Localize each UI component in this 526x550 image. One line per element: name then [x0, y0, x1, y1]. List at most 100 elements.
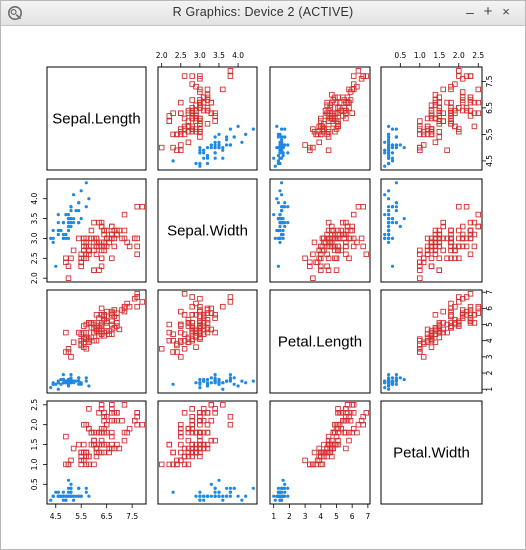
data-point — [181, 346, 188, 352]
data-point — [109, 235, 115, 242]
data-point — [335, 243, 341, 250]
data-point — [448, 121, 454, 127]
data-point — [205, 146, 210, 150]
data-point — [74, 379, 78, 383]
data-point — [236, 384, 240, 388]
x-tick-label: 0.5 — [394, 51, 406, 60]
data-point — [383, 140, 387, 144]
data-point — [189, 453, 195, 460]
data-point — [227, 421, 234, 428]
data-point — [217, 490, 221, 494]
data-point — [432, 139, 439, 146]
data-point — [217, 377, 221, 382]
data-point — [387, 232, 391, 237]
data-point — [204, 307, 211, 313]
minimize-button[interactable]: – — [466, 4, 474, 20]
data-point — [278, 494, 282, 498]
data-point — [432, 227, 439, 234]
data-point — [86, 247, 92, 254]
data-point — [456, 235, 462, 242]
data-point — [98, 255, 105, 262]
data-point — [283, 135, 287, 139]
data-point — [281, 236, 285, 240]
data-point — [77, 494, 81, 498]
panel-frame — [269, 178, 371, 283]
data-point — [459, 223, 466, 230]
data-point — [185, 139, 192, 146]
data-point — [64, 381, 68, 385]
data-point — [346, 86, 352, 93]
data-point — [394, 143, 398, 147]
data-point — [178, 147, 184, 154]
data-point — [394, 127, 398, 131]
title-bar[interactable]: R Graphics: Device 2 (ACTIVE) – + × — [1, 1, 525, 26]
data-point — [278, 240, 282, 244]
data-point — [444, 321, 450, 328]
data-point — [225, 138, 229, 142]
data-point — [280, 193, 284, 197]
maximize-button[interactable]: + — [483, 3, 493, 20]
data-point — [452, 110, 458, 116]
data-point — [335, 227, 341, 234]
data-point — [471, 219, 478, 226]
data-point — [198, 161, 202, 166]
data-point — [109, 310, 115, 316]
data-point — [171, 159, 175, 163]
data-point — [193, 312, 199, 318]
panel-frame — [46, 289, 147, 394]
data-point — [185, 320, 192, 326]
data-point — [49, 498, 53, 502]
data-point — [212, 312, 218, 318]
data-point — [96, 219, 102, 226]
data-point — [205, 154, 210, 158]
data-point — [84, 379, 88, 383]
data-point — [197, 99, 203, 106]
data-point — [189, 417, 195, 424]
data-point — [428, 263, 435, 270]
data-point — [273, 498, 277, 502]
data-point — [197, 449, 203, 456]
x-tick-label: 7.5 — [126, 512, 138, 521]
data-point — [333, 433, 340, 440]
close-button[interactable]: × — [502, 4, 510, 19]
panel-frame — [380, 178, 483, 283]
data-point — [198, 490, 202, 494]
data-point — [213, 373, 217, 377]
data-point — [193, 449, 199, 456]
data-point — [329, 437, 335, 444]
data-point — [329, 99, 335, 106]
data-point — [181, 331, 188, 337]
x-tick-label: 2.0 — [156, 51, 168, 60]
data-point — [209, 494, 213, 498]
data-point — [448, 312, 454, 318]
data-point — [383, 151, 387, 155]
data-point — [221, 498, 225, 502]
data-point — [170, 331, 176, 337]
x-tick-label: 3.5 — [213, 51, 225, 60]
data-point — [109, 402, 115, 408]
data-point — [436, 329, 443, 336]
data-point — [329, 239, 335, 246]
data-point — [198, 498, 202, 502]
y-tick-label: 3 — [485, 354, 494, 359]
data-point — [178, 321, 184, 328]
data-point — [221, 156, 225, 160]
data-point — [332, 247, 338, 254]
data-point — [240, 140, 244, 144]
data-point — [463, 243, 470, 250]
data-point — [64, 232, 68, 237]
data-point — [66, 377, 71, 382]
data-point — [436, 227, 443, 234]
data-point — [394, 205, 398, 209]
data-point — [417, 346, 423, 352]
data-point — [213, 151, 217, 155]
data-point — [166, 321, 173, 328]
data-point — [324, 445, 330, 452]
data-point — [197, 73, 203, 79]
data-point — [98, 425, 105, 432]
data-point — [276, 159, 280, 163]
data-point — [307, 263, 313, 270]
data-point — [333, 255, 340, 262]
data-point — [51, 240, 55, 244]
data-point — [456, 318, 462, 325]
